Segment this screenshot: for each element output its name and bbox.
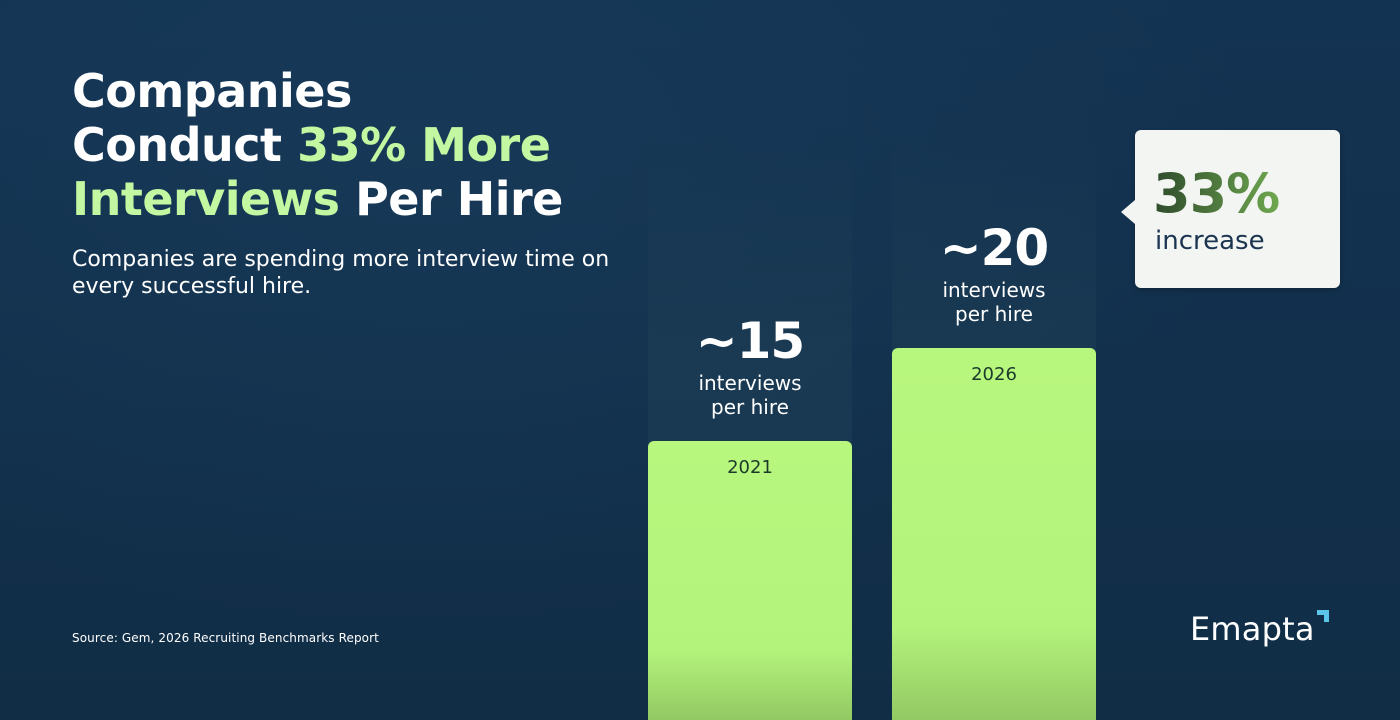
- bar-unit-line-1: interviews: [942, 278, 1046, 302]
- title-text-per-hire: Per Hire: [339, 172, 563, 226]
- increase-callout: 33% increase: [1121, 130, 1340, 288]
- title-text-conduct: Conduct: [72, 118, 298, 172]
- title-line-2: Conduct 33% More: [72, 118, 632, 172]
- bar-unit-line-1: interviews: [698, 371, 802, 395]
- title-text-companies: Companies: [72, 64, 352, 118]
- title-highlight-percent: 33% More: [297, 118, 551, 172]
- subtitle: Companies are spending more interview ti…: [72, 247, 610, 299]
- title-highlight-interviews: Interviews: [72, 172, 340, 226]
- bar-category-label: 2026: [971, 364, 1017, 385]
- title-line-1: Companies: [72, 64, 632, 118]
- bar-value-label: ~20: [939, 219, 1049, 277]
- bar-value-label: ~15: [695, 312, 805, 370]
- bar-unit-label: interviews per hire: [648, 371, 852, 419]
- bar-2026: [892, 348, 1096, 720]
- source-note: Source: Gem, 2026 Recruiting Benchmarks …: [72, 631, 379, 645]
- bar-2021: [648, 441, 852, 720]
- emapta-logo: Emapta: [1190, 610, 1315, 648]
- callout-value: 33%: [1153, 162, 1280, 225]
- title-line-3: Interviews Per Hire: [72, 172, 632, 226]
- bar-unit-label: interviews per hire: [892, 278, 1096, 326]
- page-title: Companies Conduct 33% More Interviews Pe…: [72, 64, 632, 226]
- bar-unit-line-2: per hire: [711, 395, 789, 419]
- logo-corner-mark-icon: [1317, 610, 1329, 622]
- bar-category-label: 2021: [727, 457, 773, 478]
- bar-unit-line-2: per hire: [955, 302, 1033, 326]
- callout-label: increase: [1155, 226, 1265, 256]
